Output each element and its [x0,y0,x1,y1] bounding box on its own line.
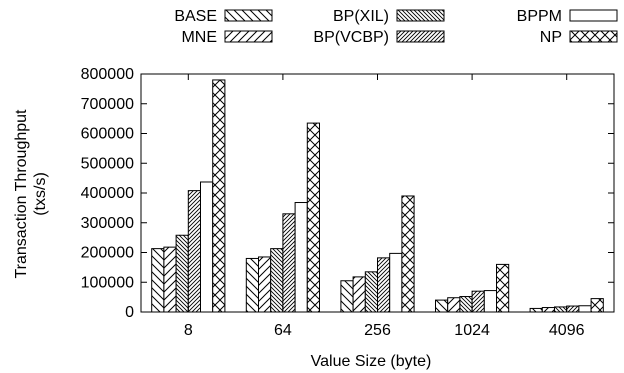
legend-item: BPPM [517,8,618,25]
legend-label: BP(XIL) [333,8,389,25]
y-tick-label: 0 [125,304,134,321]
bar [471,290,485,313]
bar [352,276,366,313]
bar [529,307,543,313]
legend: BASE MNE BP(XIL) BP(VCBP) BPPM NP [174,8,618,46]
bar [187,190,202,313]
series-np [212,79,604,313]
bar [578,305,592,313]
bar [541,307,555,313]
bar [258,256,272,313]
legend-swatch [569,30,618,43]
legend-label: BPPM [517,8,562,25]
legend-swatch [569,9,618,22]
bar [566,305,580,313]
legend-item: MNE [181,29,273,46]
bar [554,306,568,313]
x-axis-title: Value Size (byte) [311,353,432,370]
x-tick-label: 8 [184,322,193,339]
y-axis-title-line-2: (txs/s) [32,172,49,216]
bar [496,263,510,313]
bar [245,257,260,313]
bar [364,271,378,313]
y-tick-label: 600000 [81,126,134,143]
legend-swatch [224,9,273,22]
legend-item: BASE [174,8,273,25]
y-axis-title: Transaction Throughput (txs/s) [13,109,49,279]
bar [459,296,473,313]
legend-item: NP [540,29,618,46]
series-mne [163,246,555,313]
bar [306,122,320,313]
bar [282,213,296,313]
bar [340,280,354,313]
y-tick-label: 500000 [81,155,134,172]
bar [377,257,391,313]
legend-item: BP(XIL) [333,8,445,25]
bar [483,290,497,313]
x-tick-label: 256 [364,322,391,339]
legend-label: BP(VCBP) [313,29,389,46]
bar [151,248,165,313]
y-tick-label: 400000 [81,185,134,202]
y-tick-label: 300000 [81,215,134,232]
legend-item: BP(VCBP) [313,29,445,46]
y-tick-label: 800000 [81,66,134,83]
legend-swatch [224,30,273,43]
bar [270,248,284,313]
y-axis-title-line-1: Transaction Throughput [13,109,30,279]
bar [212,79,226,313]
x-tick-label: 1024 [454,322,490,339]
y-tick-label: 200000 [81,245,134,262]
y-tick-label: 700000 [81,96,134,113]
y-tick-label: 100000 [81,274,134,291]
bar [447,297,461,313]
bar [163,246,177,313]
legend-label: BASE [174,8,217,25]
bar [590,298,604,313]
bar [175,234,189,313]
series-bppm [200,181,592,313]
bar [435,299,449,313]
legend-swatch [396,30,445,43]
legend-label: MNE [181,29,217,46]
legend-label: NP [540,29,562,46]
legend-swatch [396,9,445,22]
bar [401,195,415,313]
bar [389,252,403,313]
bar [200,181,214,313]
x-tick-label: 64 [274,322,292,339]
bar [294,202,308,313]
plot-area: 0 100000 200000 300000 400000 500000 600000 700… [81,66,615,339]
x-tick-label: 4096 [549,322,585,339]
